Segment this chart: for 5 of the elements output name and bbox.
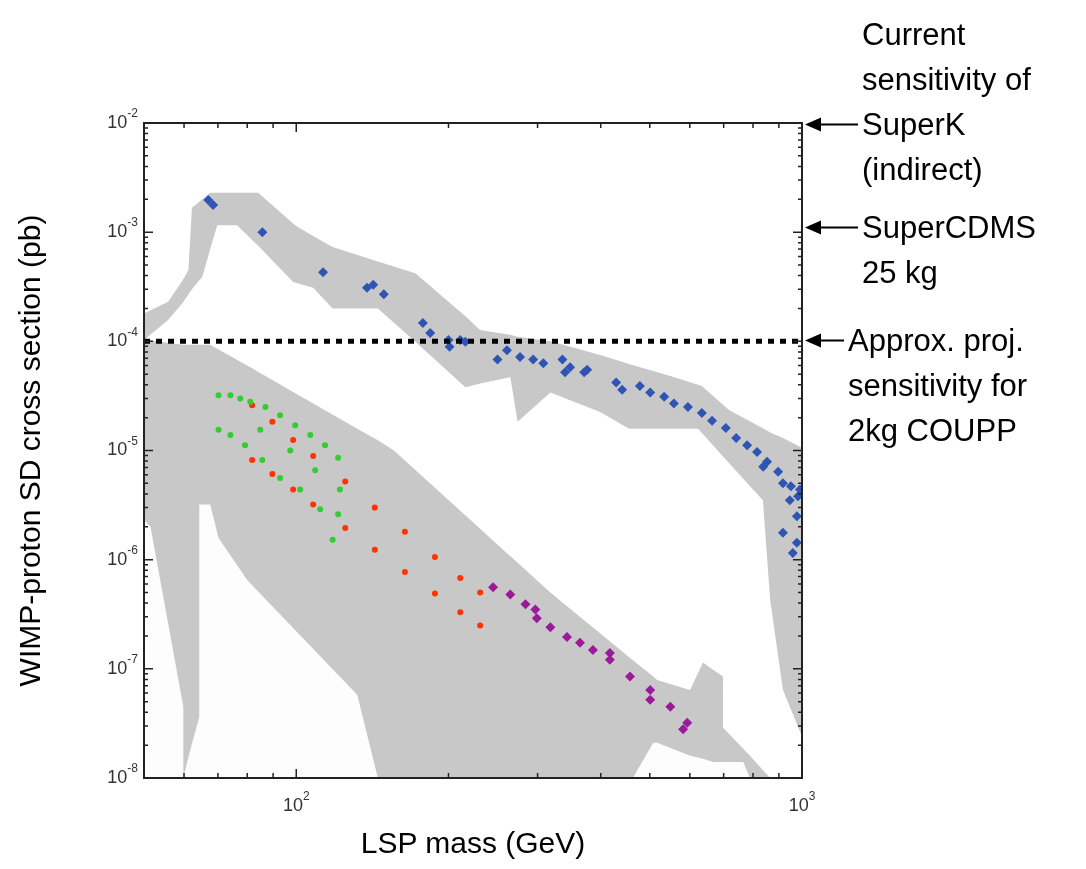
text: Current sensitivity of SuperK (indirect): [862, 16, 1032, 189]
y-axis-title: WIMP-proton SD cross section (pb): [13, 214, 47, 687]
text: SuperCDMS 25 kg: [862, 209, 1037, 292]
text: Approx. proj. sensitivity for 2kg COUPP: [848, 322, 1029, 450]
x-axis-title: LSP mass (GeV): [360, 826, 586, 860]
